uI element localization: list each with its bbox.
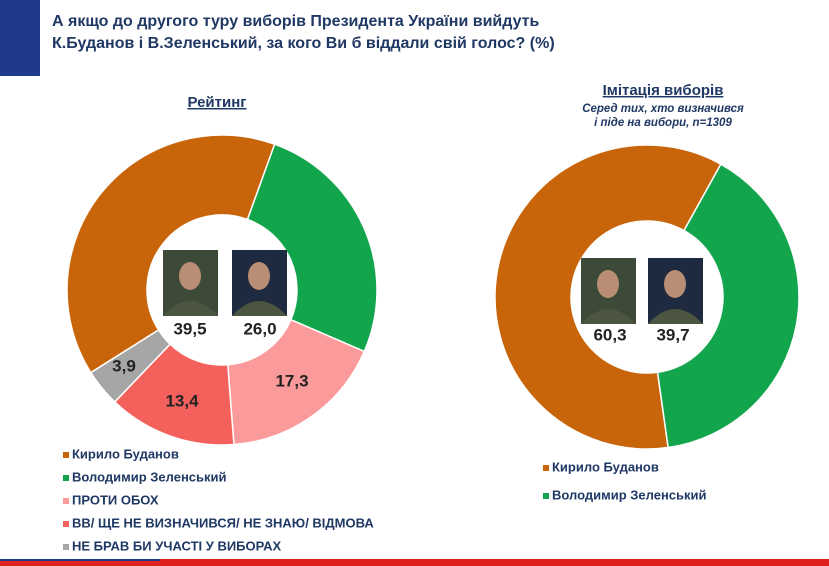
data-label: 60,3 xyxy=(593,325,626,344)
legend-marker xyxy=(543,465,549,471)
legend-label: Володимир Зеленський xyxy=(72,469,227,484)
legend-marker xyxy=(63,475,69,481)
legend-label: НЕ БРАВ БИ УЧАСТІ У ВИБОРАХ xyxy=(72,538,282,553)
portrait-body xyxy=(232,301,287,316)
bottom-bar-blue xyxy=(0,559,160,561)
legend-label: ВВ/ ЩЕ НЕ ВИЗНАЧИВСЯ/ НЕ ЗНАЮ/ ВІДМОВА xyxy=(72,515,374,530)
chart-subtitle: і піде на вибори, n=1309 xyxy=(594,117,732,129)
portrait-body xyxy=(581,309,636,324)
legend-marker xyxy=(63,544,69,550)
bottom-bar xyxy=(0,559,829,566)
legend-marker xyxy=(543,493,549,499)
corner-accent xyxy=(0,0,40,76)
legend-label: Кирило Буданов xyxy=(72,446,179,461)
legend-label: Кирило Буданов xyxy=(552,459,659,474)
data-label: 17,3 xyxy=(275,371,308,390)
data-label: 26,0 xyxy=(243,319,276,338)
portrait-face xyxy=(597,270,619,298)
portrait-body xyxy=(648,309,703,324)
legend-marker xyxy=(63,498,69,504)
portrait-body xyxy=(163,301,218,316)
chart-title: Імітація виборів xyxy=(603,82,724,99)
legend-marker xyxy=(63,521,69,527)
legend-label: ПРОТИ ОБОХ xyxy=(72,492,159,507)
data-label: 13,4 xyxy=(165,391,199,410)
legend-marker xyxy=(63,452,69,458)
title-line: К.Буданов і В.Зеленський, за кого Ви б в… xyxy=(52,35,555,52)
chart-title: Рейтинг xyxy=(187,94,246,111)
portrait-face xyxy=(179,262,201,290)
data-label: 3,9 xyxy=(112,356,136,375)
data-label: 39,5 xyxy=(173,319,206,338)
chart-subtitle: Серед тих, хто визначився xyxy=(582,103,744,115)
title-line: А якщо до другого туру виборів Президент… xyxy=(52,13,540,30)
legend-label: Володимир Зеленський xyxy=(552,487,707,502)
portrait-face xyxy=(664,270,686,298)
portrait-face xyxy=(248,262,270,290)
data-label: 39,7 xyxy=(656,325,689,344)
